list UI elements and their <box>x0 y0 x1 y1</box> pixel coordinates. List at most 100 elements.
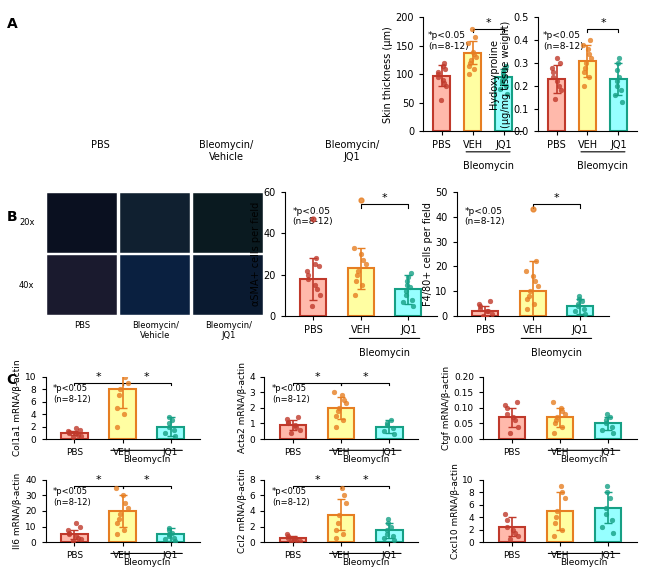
Point <box>497 67 508 76</box>
Point <box>573 294 584 303</box>
Point <box>434 70 444 79</box>
Point <box>286 428 296 437</box>
Point <box>510 528 521 538</box>
Point <box>163 419 174 428</box>
Point <box>463 38 473 48</box>
Point <box>119 525 129 535</box>
Point <box>167 528 177 538</box>
Point <box>532 282 543 291</box>
Point <box>294 536 305 545</box>
Point <box>387 531 398 540</box>
Point <box>114 514 124 524</box>
Point <box>71 519 81 528</box>
Point <box>382 530 393 539</box>
Point <box>485 297 495 306</box>
Point <box>397 297 408 306</box>
Point <box>118 491 128 500</box>
Point <box>68 433 78 442</box>
Point <box>582 45 593 54</box>
Point <box>555 403 566 413</box>
Point <box>497 70 508 79</box>
Point <box>584 49 594 58</box>
Text: *: * <box>315 372 320 382</box>
Point <box>283 419 293 428</box>
Point <box>573 301 583 311</box>
Bar <box>579 61 596 131</box>
Point <box>387 423 398 433</box>
Text: *: * <box>600 17 606 28</box>
Point <box>597 522 608 531</box>
Point <box>437 61 448 71</box>
Point <box>604 494 615 503</box>
Text: Bleomycin/
JQ1: Bleomycin/ JQ1 <box>325 141 380 162</box>
Point <box>350 291 361 300</box>
Y-axis label: Cxcl10 mRNA/β-actin: Cxcl10 mRNA/β-actin <box>450 463 460 559</box>
FancyBboxPatch shape <box>47 193 117 252</box>
Point <box>580 309 590 318</box>
Point <box>120 372 130 381</box>
Point <box>385 416 396 425</box>
Point <box>502 515 512 525</box>
Point <box>583 72 593 82</box>
Point <box>309 259 320 269</box>
Point <box>508 525 519 535</box>
Point <box>341 498 352 508</box>
FancyBboxPatch shape <box>120 193 190 252</box>
Point <box>601 409 612 419</box>
Point <box>405 282 415 292</box>
Text: Bleomycin: Bleomycin <box>342 455 389 464</box>
Bar <box>109 511 136 542</box>
Point <box>552 54 563 63</box>
Point <box>560 494 570 503</box>
Point <box>432 67 443 76</box>
Bar <box>280 538 306 542</box>
FancyBboxPatch shape <box>193 193 263 252</box>
Point <box>502 522 512 531</box>
Point <box>495 84 505 93</box>
Point <box>501 90 512 99</box>
Point <box>164 524 175 533</box>
Point <box>601 416 611 425</box>
Point <box>556 525 567 535</box>
Point <box>361 259 371 269</box>
Text: Bleomycin: Bleomycin <box>531 349 582 359</box>
Text: 40x: 40x <box>19 280 34 290</box>
Point <box>608 428 618 437</box>
Point <box>608 528 618 538</box>
Point <box>291 535 302 545</box>
Point <box>378 427 389 436</box>
Point <box>614 54 624 63</box>
Point <box>548 68 558 77</box>
Point <box>578 304 589 313</box>
Point <box>337 483 347 492</box>
Y-axis label: F4/80+ cells per field: F4/80+ cells per field <box>422 202 432 306</box>
Point <box>114 391 124 400</box>
Point <box>315 291 325 300</box>
Point <box>331 526 341 535</box>
Point <box>122 503 133 512</box>
Point <box>71 429 81 438</box>
Point <box>584 36 595 45</box>
Point <box>169 533 179 542</box>
Point <box>573 299 583 308</box>
Point <box>469 64 479 73</box>
Point <box>464 70 474 79</box>
Y-axis label: Col1a1 mRNA/β-actin: Col1a1 mRNA/β-actin <box>13 360 22 456</box>
Point <box>602 482 612 491</box>
Point <box>574 292 584 301</box>
Point <box>352 270 362 279</box>
Point <box>289 533 300 543</box>
Point <box>119 409 129 419</box>
Point <box>614 72 625 82</box>
Point <box>612 65 623 75</box>
Text: *p<0.05
(n=8-12): *p<0.05 (n=8-12) <box>543 31 584 51</box>
Point <box>304 270 314 279</box>
Text: Bleomycin: Bleomycin <box>359 349 410 359</box>
Point <box>311 254 322 263</box>
Point <box>552 413 563 422</box>
Bar <box>280 425 306 439</box>
Point <box>111 483 121 492</box>
Point <box>64 427 75 437</box>
Point <box>309 280 320 290</box>
Point <box>112 530 122 539</box>
